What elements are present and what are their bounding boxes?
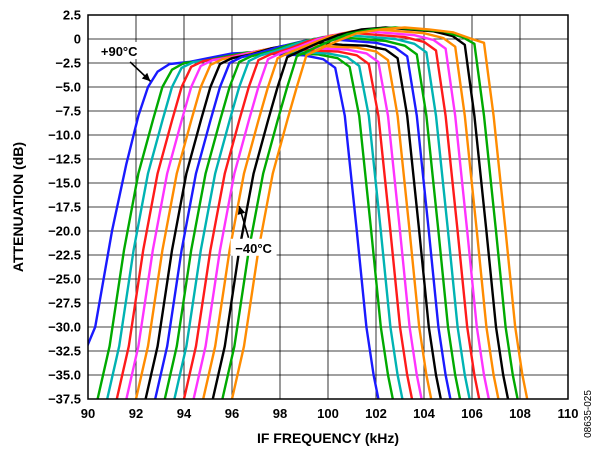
x-tick-label: 106	[461, 406, 483, 421]
x-tick-label: 102	[365, 406, 387, 421]
y-tick-label: −7.5	[55, 104, 81, 119]
series-group	[88, 26, 529, 399]
series-line	[88, 51, 380, 399]
figure-id: 08635-025	[583, 390, 594, 438]
annotation-background	[96, 41, 143, 59]
plot-frame	[87, 14, 569, 400]
y-tick-label: −20.0	[48, 224, 81, 239]
annotation-label: +90°C	[101, 44, 138, 59]
y-axis-title: ATTENUATION (dB)	[10, 142, 26, 272]
y-tick-label: −27.5	[48, 296, 81, 311]
annotation-background	[230, 238, 277, 256]
x-tick-label: 108	[509, 406, 531, 421]
annotations: +90°C −40°C	[96, 41, 277, 256]
x-tick-label: 98	[273, 406, 287, 421]
x-tick-label: 104	[413, 406, 435, 421]
y-tick-label: 2.5	[63, 8, 81, 23]
x-tick-label: 94	[177, 406, 192, 421]
series-line	[211, 26, 510, 399]
y-tick-label: −37.5	[48, 392, 81, 407]
x-tick-label: 92	[129, 406, 143, 421]
y-tick-label: −22.5	[48, 248, 81, 263]
y-tick-label: −32.5	[48, 344, 81, 359]
y-tick-label: 0	[74, 32, 81, 47]
y-tick-label: −17.5	[48, 200, 81, 215]
annotation-arrowhead	[141, 72, 151, 82]
x-tick-label: 90	[81, 406, 95, 421]
x-tick-label: 96	[225, 406, 239, 421]
y-tick-label: −25.0	[48, 272, 81, 287]
y-tick-label: −15.0	[48, 176, 81, 191]
annotation-arrowhead	[237, 206, 246, 215]
annotation-label: −40°C	[235, 241, 272, 256]
series-line	[230, 26, 529, 399]
y-tick-label: −12.5	[48, 152, 81, 167]
y-tick-label: −35.0	[48, 368, 81, 383]
series-line	[221, 26, 519, 399]
x-tick-label: 100	[317, 406, 339, 421]
y-tick-label: −2.5	[55, 56, 81, 71]
y-tick-label: −30.0	[48, 320, 81, 335]
y-tick-label: −5.0	[55, 80, 81, 95]
x-tick-label: 110	[558, 406, 579, 421]
tick-labels: 90 92 94 96 98 100 102 104 106 108 110 2.5 0 −2.5 −5.0…	[48, 8, 578, 422]
x-axis-title: IF FREQUENCY (kHz)	[257, 430, 399, 446]
y-tick-label: −10.0	[48, 128, 81, 143]
